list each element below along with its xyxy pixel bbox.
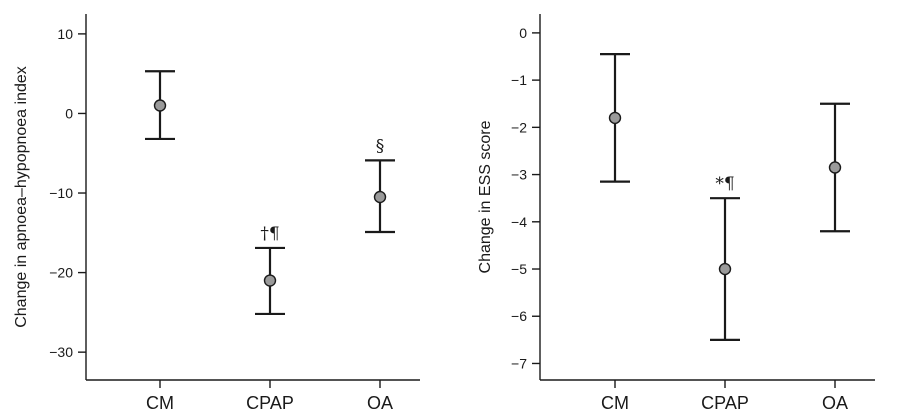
mean-point-cpap (263, 274, 277, 287)
y-tick-label: 10 (57, 26, 73, 42)
y-tick-label: 0 (65, 105, 73, 121)
x-category-label: CPAP (701, 393, 749, 413)
y-tick-label: −6 (511, 308, 527, 324)
y-tick-label: −1 (511, 72, 527, 88)
y-tick-label: 0 (519, 25, 527, 41)
y-tick-label: −3 (511, 167, 527, 183)
x-category-label: OA (367, 393, 393, 413)
y-tick-label: −10 (49, 185, 73, 201)
y-tick-label: −7 (511, 355, 527, 371)
y-axis-title: Change in ESS score (477, 120, 494, 273)
significance-annotation: †¶ (260, 224, 279, 244)
mean-point-oa (828, 161, 842, 174)
panel-ahi: Change in apnoea–hypopnoea index 10 0 −10 −… (13, 14, 420, 413)
mean-point-cpap (718, 262, 732, 276)
mean-point-oa (373, 190, 387, 204)
y-tick-label: −2 (511, 119, 527, 135)
y-axis-title: Change in apnoea–hypopnoea index (13, 66, 30, 328)
x-category-label: OA (822, 393, 848, 413)
x-category-label: CM (146, 393, 174, 413)
mean-point-cm (608, 111, 622, 125)
y-tick-label: −5 (511, 261, 527, 277)
mean-point-cm (153, 99, 167, 112)
significance-annotation: § (376, 136, 385, 156)
x-category-label: CPAP (246, 393, 294, 413)
y-tick-label: −20 (49, 265, 73, 281)
x-category-label: CM (601, 393, 629, 413)
panel-ess: Change in ESS score 0 −1 −2 −3 −4 −5 −6 −7 CM CPA… (477, 14, 875, 413)
y-tick-label: −4 (511, 214, 527, 230)
significance-annotation: *¶ (715, 174, 734, 194)
y-tick-label: −30 (49, 344, 73, 360)
